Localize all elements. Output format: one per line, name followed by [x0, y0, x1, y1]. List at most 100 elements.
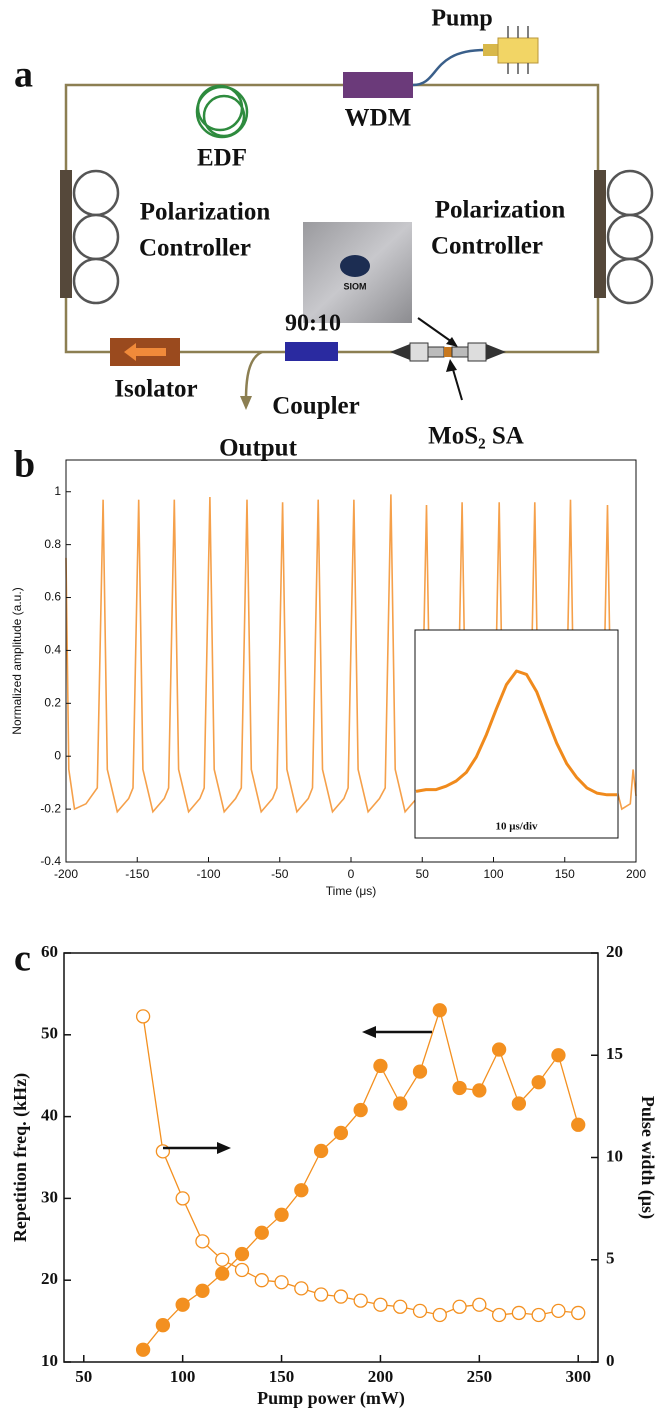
point [432, 1003, 447, 1018]
point [472, 1083, 487, 1098]
pump-pins [507, 26, 529, 74]
x-tick-label: 200 [368, 1367, 394, 1386]
point [313, 1143, 329, 1159]
output-arrow [240, 396, 252, 410]
wdm [343, 72, 413, 98]
y-tick-label: 30 [41, 1187, 58, 1206]
pc-right-loops [606, 169, 654, 305]
pump-label: Pump [431, 6, 492, 32]
output-label: Output [219, 435, 297, 462]
panel-label: c [14, 938, 31, 980]
point [571, 1117, 586, 1132]
y2-tick-label: 20 [606, 942, 623, 961]
arrow-head [217, 1142, 231, 1154]
point [254, 1225, 269, 1240]
y2-tick-label: 5 [606, 1249, 615, 1268]
x-tick-label: -200 [54, 867, 78, 881]
point [175, 1191, 190, 1206]
inset-note: 10 μs/div [496, 821, 538, 833]
point [551, 1048, 566, 1063]
point [215, 1266, 230, 1281]
photo-logo [340, 255, 370, 277]
point [432, 1307, 447, 1323]
isolator-arrow [124, 343, 166, 361]
sa-arrow [451, 365, 463, 401]
x-tick-label: 0 [348, 867, 355, 881]
x-axis-label: Time (μs) [326, 884, 376, 898]
point [571, 1305, 586, 1321]
x-tick-label: -150 [125, 867, 149, 881]
x-tick-label: 250 [467, 1367, 493, 1386]
point [135, 1009, 151, 1024]
point [551, 1303, 566, 1319]
point [135, 1342, 151, 1357]
y-tick-label: 0.6 [44, 590, 61, 604]
y2-axis-label: Pulse width (μs) [637, 1096, 658, 1219]
inset-trace [415, 669, 617, 797]
pump-connector [483, 44, 499, 56]
y2-tick-label: 15 [606, 1044, 623, 1063]
sa-label: MoS₂ SA [428, 423, 524, 450]
x-tick-label: 150 [269, 1367, 295, 1386]
y-tick-label: 0.4 [44, 643, 61, 657]
photo-arrow [417, 317, 453, 343]
point [195, 1283, 210, 1298]
isolator-label: Isolator [114, 376, 197, 403]
arrow-head [446, 337, 458, 347]
y-tick-label: -0.4 [40, 854, 61, 868]
point [155, 1318, 171, 1333]
pc-left-label: Polarization [140, 199, 271, 226]
x-tick-label: 50 [416, 867, 430, 881]
y-axis-label: Normalized amplitude (a.u.) [10, 587, 24, 734]
point [313, 1287, 329, 1302]
point [373, 1297, 388, 1312]
pc-right-label: Controller [431, 233, 543, 260]
y2-tick-label: 10 [606, 1146, 623, 1165]
y-tick-label: 10 [41, 1351, 58, 1370]
charts: b-200 -150 -100 -50 0 50 100 150 200-0.4-0.200.2… [10, 444, 658, 1409]
photo-text: SIOM [343, 281, 366, 291]
point [452, 1299, 467, 1314]
point [234, 1246, 250, 1262]
ratio-label: 90:10 [285, 311, 341, 337]
point [215, 1252, 230, 1267]
point [531, 1075, 546, 1090]
point [511, 1305, 527, 1321]
panel-label: a [14, 54, 33, 96]
point [175, 1297, 190, 1312]
y-tick-label: 1 [54, 484, 61, 498]
arrow-head [446, 359, 457, 372]
coupler-label: Coupler [272, 393, 360, 420]
pc-left-loops [72, 169, 120, 305]
point [491, 1307, 507, 1323]
point [353, 1293, 368, 1308]
point [393, 1299, 408, 1314]
point [373, 1058, 388, 1074]
x-axis-label: Pump power (mW) [257, 1388, 405, 1409]
inset-frame [414, 629, 619, 839]
edf-coil [195, 84, 249, 139]
point [254, 1273, 269, 1288]
pump [497, 37, 539, 64]
point [452, 1080, 467, 1096]
x-tick-label: -50 [271, 867, 289, 881]
y-tick-label: 0 [54, 748, 61, 762]
y-tick-label: 50 [41, 1024, 58, 1043]
point [234, 1262, 250, 1278]
x-tick-label: 100 [483, 867, 503, 881]
pump-fiber [412, 48, 486, 87]
point [472, 1297, 487, 1312]
x-tick-label: 150 [555, 867, 575, 881]
point [412, 1064, 428, 1079]
edf-label: EDF [197, 145, 247, 172]
sa-connector [390, 342, 506, 362]
point [274, 1207, 289, 1222]
point [333, 1125, 349, 1141]
series-line [142, 1016, 579, 1316]
pc-left-label: Controller [139, 235, 251, 262]
y-tick-label: 0.8 [44, 537, 61, 551]
y-tick-label: -0.2 [40, 801, 61, 815]
y2-tick-label: 0 [606, 1351, 615, 1370]
